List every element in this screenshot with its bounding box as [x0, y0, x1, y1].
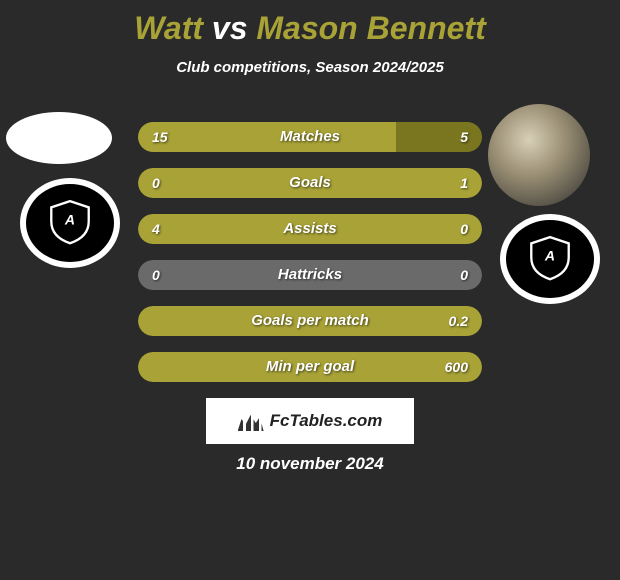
stat-row: 0.2Goals per match [138, 306, 482, 336]
vs-text: vs [212, 10, 248, 46]
subtitle: Club competitions, Season 2024/2025 [0, 59, 620, 76]
stats-container: 155Matches 01Goals 40Assists 00Hattricks 0.2… [138, 122, 482, 398]
watermark: FcTables.com [206, 398, 414, 444]
stat-row: 155Matches [138, 122, 482, 152]
stat-row: 01Goals [138, 168, 482, 198]
stat-label: Assists [138, 214, 482, 244]
shield-icon: A [44, 198, 97, 245]
chart-icon [238, 411, 264, 431]
player2-club-badge: A [500, 214, 600, 304]
svg-text:A: A [544, 248, 555, 264]
stat-row: 40Assists [138, 214, 482, 244]
player1-name: Watt [134, 10, 203, 46]
player1-club-badge: A [20, 178, 120, 268]
player1-avatar [6, 112, 112, 164]
stat-row: 00Hattricks [138, 260, 482, 290]
stat-label: Min per goal [138, 352, 482, 382]
svg-text:A: A [64, 212, 75, 228]
stat-label: Hattricks [138, 260, 482, 290]
stat-row: 600Min per goal [138, 352, 482, 382]
date-text: 10 november 2024 [0, 454, 620, 474]
watermark-text: FcTables.com [270, 411, 383, 431]
stat-label: Goals per match [138, 306, 482, 336]
stat-label: Goals [138, 168, 482, 198]
title: Watt vs Mason Bennett [0, 0, 620, 47]
stat-label: Matches [138, 122, 482, 152]
shield-icon: A [524, 234, 577, 281]
player2-name: Mason Bennett [256, 10, 485, 46]
player2-avatar [488, 104, 590, 206]
